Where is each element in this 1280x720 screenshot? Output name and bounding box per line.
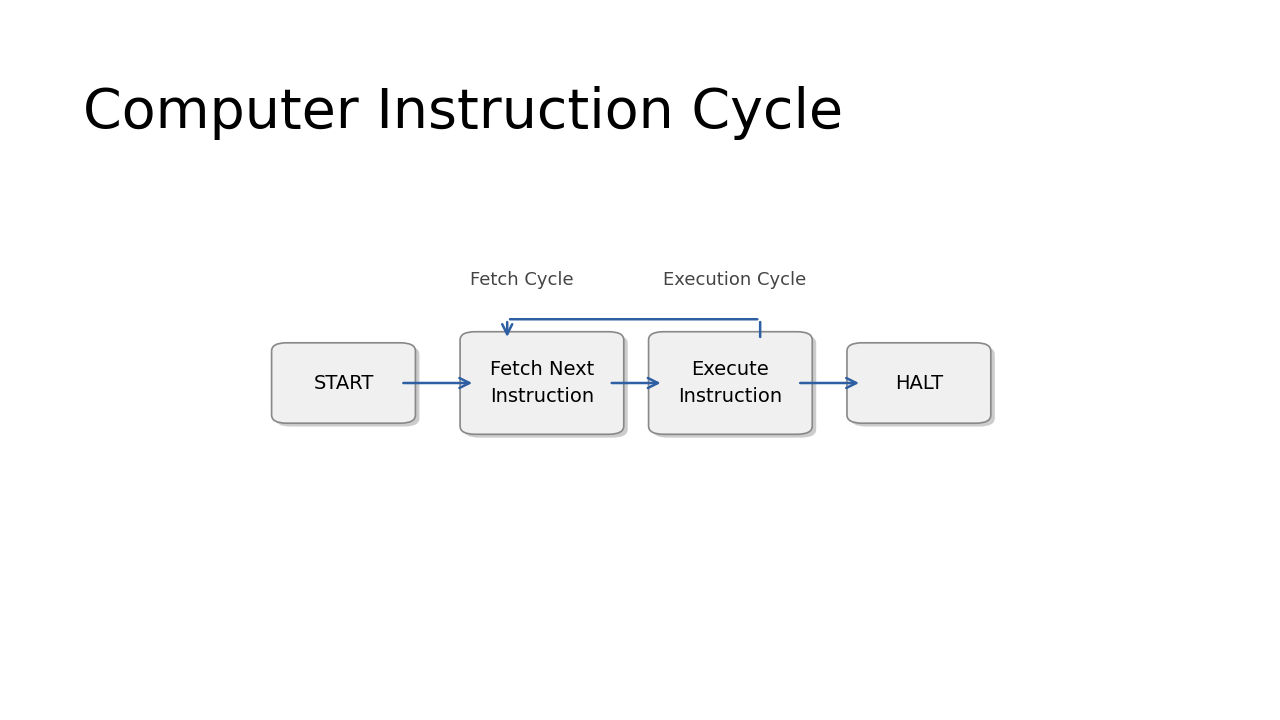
Text: Execute
Instruction: Execute Instruction xyxy=(678,360,782,406)
Text: Fetch Cycle: Fetch Cycle xyxy=(471,271,575,289)
FancyBboxPatch shape xyxy=(460,332,623,434)
Text: START: START xyxy=(314,374,374,392)
FancyBboxPatch shape xyxy=(649,332,813,434)
Text: Fetch Next
Instruction: Fetch Next Instruction xyxy=(490,360,594,406)
Text: HALT: HALT xyxy=(895,374,943,392)
FancyBboxPatch shape xyxy=(465,335,627,438)
FancyBboxPatch shape xyxy=(851,346,995,426)
FancyBboxPatch shape xyxy=(653,335,817,438)
Text: Execution Cycle: Execution Cycle xyxy=(663,271,806,289)
Text: Computer Instruction Cycle: Computer Instruction Cycle xyxy=(83,86,844,140)
FancyBboxPatch shape xyxy=(275,346,420,426)
FancyBboxPatch shape xyxy=(847,343,991,423)
FancyBboxPatch shape xyxy=(271,343,416,423)
